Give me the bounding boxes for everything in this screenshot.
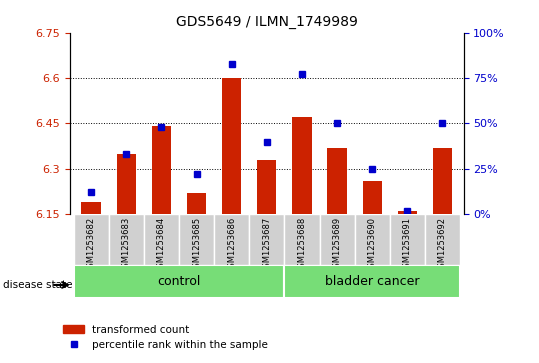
Text: GSM1253689: GSM1253689 xyxy=(333,217,342,273)
Text: GSM1253685: GSM1253685 xyxy=(192,217,201,273)
Text: GSM1253691: GSM1253691 xyxy=(403,217,412,273)
Bar xyxy=(249,214,285,265)
Bar xyxy=(285,265,460,298)
Bar xyxy=(257,160,277,214)
Text: GSM1253683: GSM1253683 xyxy=(122,217,131,273)
Bar xyxy=(292,117,312,214)
Bar xyxy=(285,214,320,265)
Bar xyxy=(74,214,109,265)
Bar xyxy=(144,214,179,265)
Text: GSM1253684: GSM1253684 xyxy=(157,217,166,273)
Bar xyxy=(425,214,460,265)
Bar xyxy=(81,202,101,214)
Bar xyxy=(179,214,214,265)
Bar xyxy=(390,214,425,265)
Text: GSM1253682: GSM1253682 xyxy=(87,217,95,273)
Bar xyxy=(214,214,249,265)
Text: GSM1253686: GSM1253686 xyxy=(227,217,236,273)
Bar xyxy=(433,148,452,214)
Text: disease state: disease state xyxy=(3,280,72,290)
Text: GSM1253687: GSM1253687 xyxy=(262,217,271,273)
Bar xyxy=(74,265,285,298)
Text: bladder cancer: bladder cancer xyxy=(325,275,419,288)
Bar xyxy=(222,78,241,214)
Bar xyxy=(187,193,206,214)
Bar xyxy=(363,181,382,214)
Legend: transformed count, percentile rank within the sample: transformed count, percentile rank withi… xyxy=(59,321,273,354)
Bar xyxy=(398,211,417,214)
Bar xyxy=(355,214,390,265)
Text: GSM1253688: GSM1253688 xyxy=(298,217,307,273)
Text: GSM1253692: GSM1253692 xyxy=(438,217,447,273)
Bar xyxy=(116,154,136,214)
Bar xyxy=(152,126,171,214)
Bar xyxy=(320,214,355,265)
Title: GDS5649 / ILMN_1749989: GDS5649 / ILMN_1749989 xyxy=(176,15,358,29)
Text: GSM1253690: GSM1253690 xyxy=(368,217,377,273)
Bar xyxy=(109,214,144,265)
Bar xyxy=(327,148,347,214)
Text: control: control xyxy=(157,275,201,288)
